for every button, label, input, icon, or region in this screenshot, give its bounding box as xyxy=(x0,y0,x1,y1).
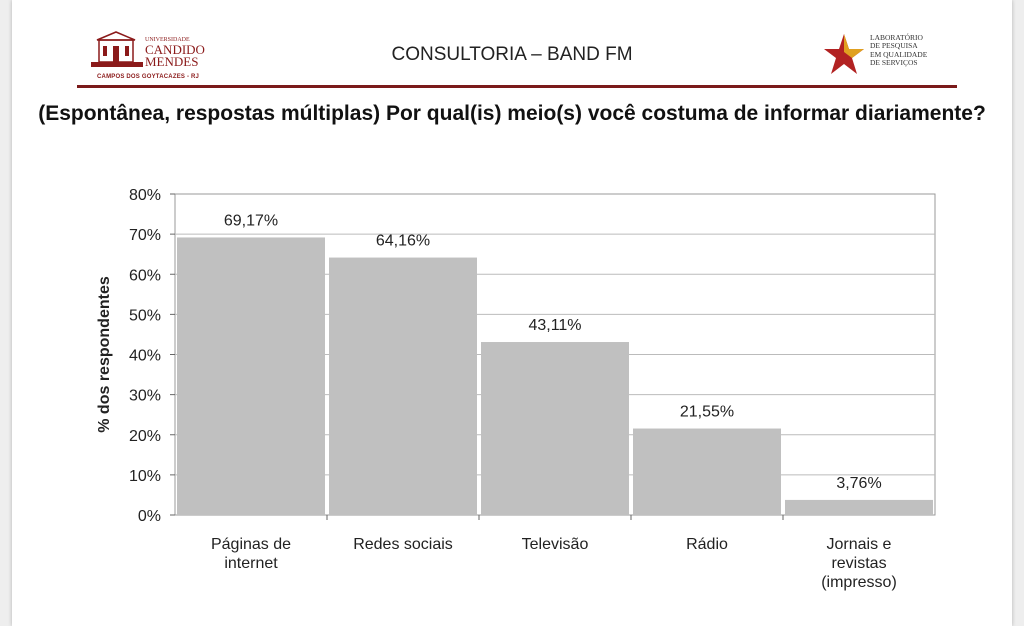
data-label: 43,11% xyxy=(528,317,581,334)
x-tick-label: Rádio xyxy=(686,536,728,553)
y-tick-label: 80% xyxy=(129,187,161,204)
y-tick-label: 10% xyxy=(129,468,161,485)
data-label: 21,55% xyxy=(680,404,734,421)
x-tick-label: internet xyxy=(224,555,278,572)
x-tick-label: Redes sociais xyxy=(353,536,453,553)
data-label: 69,17% xyxy=(224,212,278,229)
y-tick-label: 30% xyxy=(129,388,161,405)
x-tick-label: Jornais e xyxy=(827,536,892,553)
y-axis-label: % dos respondentes xyxy=(96,276,113,433)
x-tick-label: (impresso) xyxy=(821,574,897,591)
header-divider xyxy=(77,85,957,88)
university-name: UNIVERSIDADE CANDIDO MENDES xyxy=(145,37,205,70)
x-tick-label: Páginas de xyxy=(211,536,291,553)
y-tick-label: 60% xyxy=(129,267,161,284)
question-text: (Espontânea, respostas múltiplas) Por qu… xyxy=(38,102,986,125)
x-tick-label: Televisão xyxy=(522,536,589,553)
y-tick-label: 50% xyxy=(129,307,161,324)
data-label: 3,76% xyxy=(836,475,881,492)
bar xyxy=(177,237,325,515)
bar xyxy=(633,428,781,515)
campus-label: CAMPOS DOS GOYTACAZES - RJ xyxy=(97,74,200,80)
bar xyxy=(785,499,933,515)
y-tick-label: 20% xyxy=(129,428,161,445)
bar xyxy=(481,342,629,515)
star-icon xyxy=(824,34,864,74)
lab-name: LABORATÓRIO DE PESQUISA EM QUALIDADE DE … xyxy=(870,33,928,67)
lab-logo: LABORATÓRIO DE PESQUISA EM QUALIDADE DE … xyxy=(822,32,952,82)
university-building-icon xyxy=(91,31,143,67)
y-tick-label: 40% xyxy=(129,348,161,365)
y-tick-label: 0% xyxy=(138,508,161,525)
university-logo: UNIVERSIDADE CANDIDO MENDES CAMPOS DOS G… xyxy=(87,30,207,85)
x-tick-label: revistas xyxy=(831,555,886,572)
y-tick-label: 70% xyxy=(129,227,161,244)
header-title: CONSULTORIA – BAND FM xyxy=(391,44,633,65)
data-label: 64,16% xyxy=(376,233,430,250)
bar xyxy=(329,257,477,515)
